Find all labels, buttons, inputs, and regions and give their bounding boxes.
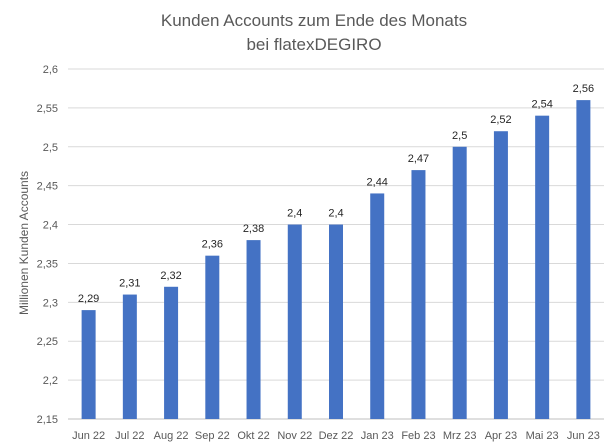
x-tick-label: Dez 22 — [319, 430, 354, 442]
x-tick-label: Jun 23 — [567, 430, 600, 442]
y-axis-label: Millionen Kunden Accounts — [17, 171, 31, 315]
bars — [81, 100, 591, 420]
data-labels: 2,29 2,31 2,32 2,36 2,38 2,4 2,4 2,44 2,47 2,5 2,5… — [78, 83, 594, 305]
y-tick-label: 2,5 — [43, 142, 58, 154]
y-tick-label: 2,2 — [43, 375, 58, 387]
bar — [164, 286, 179, 419]
bar — [576, 100, 591, 419]
bar — [287, 224, 302, 419]
y-tick-label: 2,25 — [37, 336, 58, 348]
x-tick-label: Jun 22 — [72, 430, 105, 442]
bar-value-label: 2,56 — [573, 83, 594, 95]
x-axis-ticks: Jun 22 Jul 22 Aug 22 Sep 22 Okt 22 Nov 22 Dez … — [72, 430, 600, 442]
bar — [535, 115, 550, 420]
chart-title-line-1: Kunden Accounts zum Ende des Monats — [161, 11, 467, 30]
bar-value-label: 2,29 — [78, 293, 99, 305]
y-tick-label: 2,35 — [37, 258, 58, 270]
x-tick-label: Feb 23 — [401, 430, 435, 442]
bar-value-label: 2,32 — [160, 270, 181, 282]
bar — [493, 131, 508, 419]
bar-value-label: 2,4 — [328, 208, 343, 220]
bar — [452, 146, 467, 419]
bar — [81, 310, 96, 419]
x-tick-label: Jul 22 — [115, 430, 144, 442]
x-tick-label: Mai 23 — [526, 430, 559, 442]
chart-title-line-2: bei flatexDEGIRO — [246, 35, 381, 54]
y-tick-label: 2,55 — [37, 103, 58, 115]
bar-value-label: 2,54 — [531, 99, 552, 111]
y-tick-label: 2,3 — [43, 297, 58, 309]
bar-value-label: 2,52 — [490, 114, 511, 126]
bar — [246, 240, 261, 419]
x-tick-label: Okt 22 — [237, 430, 269, 442]
bar-value-label: 2,36 — [202, 239, 223, 251]
x-tick-label: Apr 23 — [485, 430, 517, 442]
bar-value-label: 2,38 — [243, 223, 264, 235]
bar — [329, 224, 343, 419]
y-axis-ticks: 2,15 2,2 2,25 2,3 2,35 2,4 2,45 2,5 2,55 2,6 — [37, 64, 58, 426]
y-tick-label: 2,45 — [37, 181, 58, 193]
x-tick-label: Mrz 23 — [443, 430, 477, 442]
bar-value-label: 2,5 — [452, 130, 467, 142]
bar-value-label: 2,4 — [287, 208, 302, 220]
bar-value-label: 2,44 — [367, 176, 388, 188]
bar — [122, 294, 137, 419]
bar-value-label: 2,31 — [119, 278, 140, 290]
bar-value-label: 2,47 — [408, 153, 429, 165]
bar — [205, 255, 220, 419]
x-tick-label: Sep 22 — [195, 430, 230, 442]
y-tick-label: 2,4 — [43, 220, 58, 232]
y-tick-label: 2,15 — [37, 414, 58, 426]
bar — [370, 193, 385, 419]
y-tick-label: 2,6 — [43, 64, 58, 76]
bar — [411, 170, 426, 419]
x-tick-label: Nov 22 — [277, 430, 312, 442]
x-tick-label: Jan 23 — [361, 430, 394, 442]
x-tick-label: Aug 22 — [154, 430, 189, 442]
